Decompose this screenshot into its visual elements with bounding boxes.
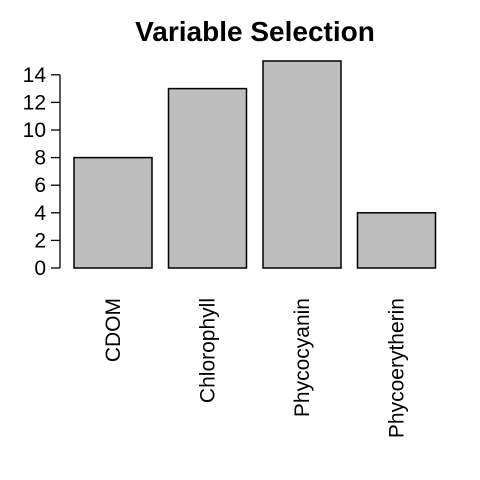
category-label: CDOM — [102, 298, 125, 362]
bar-cdom — [73, 156, 153, 269]
y-tick-label: 10 — [23, 119, 46, 142]
y-tick-label: 12 — [23, 91, 46, 114]
y-tick-label: 0 — [34, 257, 46, 280]
y-tick-label: 6 — [34, 174, 46, 197]
x-axis-labels: CDOM Chlorophyll Phycocyanin Phycoerytherin — [102, 298, 409, 438]
chart-title: Variable Selection — [135, 16, 375, 47]
y-tick-label: 2 — [34, 229, 46, 252]
bar-chlorophyll — [167, 87, 248, 269]
bar-phycoerytherin — [356, 212, 437, 269]
y-tick-label: 14 — [23, 64, 47, 87]
bars — [73, 60, 437, 269]
bar-phycocyanin — [262, 60, 342, 269]
y-tick-label: 4 — [34, 202, 46, 225]
y-axis: 0 2 4 6 8 10 12 14 — [23, 64, 61, 280]
y-tick-label: 8 — [34, 147, 46, 170]
category-label: Phycocyanin — [291, 298, 314, 417]
category-label: Chlorophyll — [197, 298, 220, 403]
category-label: Phycoerytherin — [386, 298, 409, 438]
